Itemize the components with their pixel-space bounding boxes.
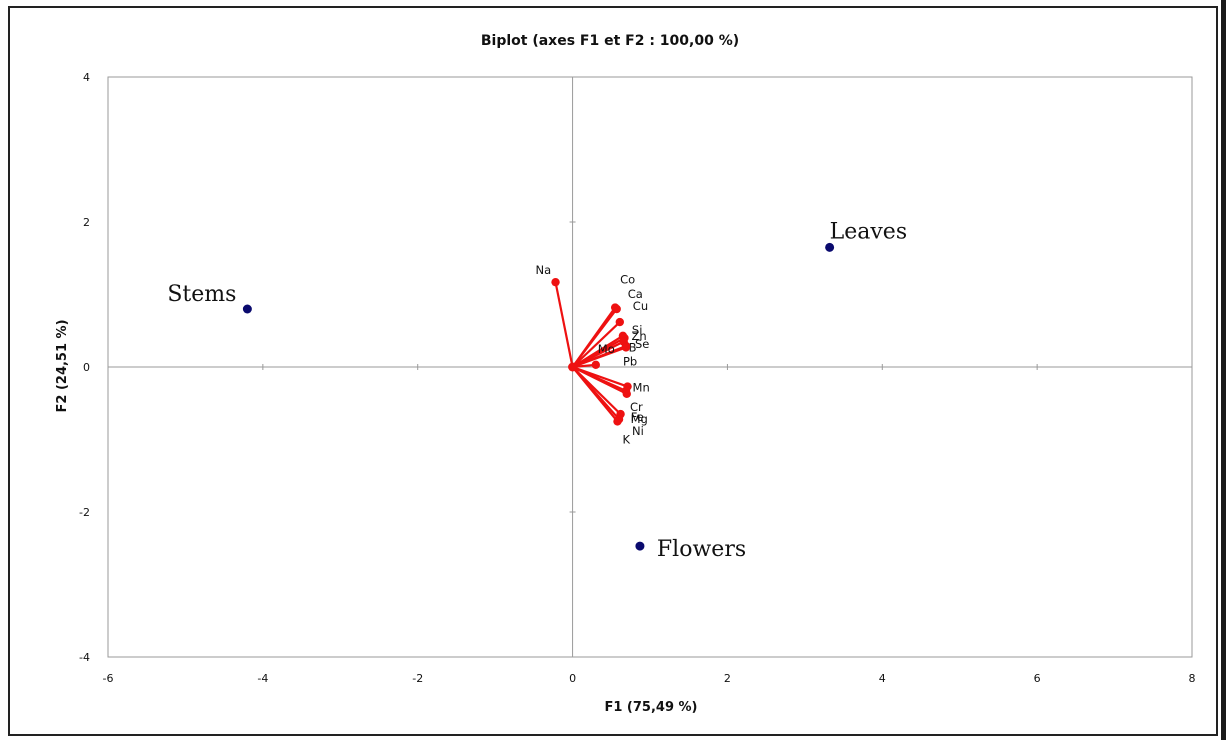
variable-label: Pb [623,354,637,368]
variable-vector [571,308,618,368]
variable-vector [571,321,621,368]
variable-label: B [629,341,637,355]
variable-point [551,277,560,287]
right-edge-bar [1221,0,1226,740]
variable-vector [554,281,574,368]
observation-label: Stems [167,282,236,307]
y-tick-label: -4 [79,651,90,664]
variable-label: Ca [628,287,643,301]
x-tick-label: 0 [569,672,576,685]
y-tick-label: -2 [79,506,90,519]
variable-vector [572,346,627,369]
x-axis-label: F1 (75,49 %) [604,700,697,715]
x-tick-label: 8 [1189,672,1196,685]
x-tick-label: -4 [257,672,268,685]
origin-point [568,362,578,372]
x-tick-label: -6 [103,672,114,685]
variable-vector [571,366,619,423]
y-axis-label: F2 (24,51 %) [55,319,70,412]
x-tick-label: 4 [879,672,886,685]
variable-vector [572,366,628,395]
variable-label: Mg [631,412,648,426]
x-tick-label: 6 [1034,672,1041,685]
variable-point [621,343,631,352]
variable-label: Na [536,263,552,277]
variable-label: Cu [633,299,648,313]
variable-point [615,317,625,327]
variable-label: Co [620,273,635,287]
y-tick-label: 0 [83,361,90,374]
variable-point [622,389,631,399]
variable-point [613,417,622,426]
variable-point [591,360,600,370]
chart-title: Biplot (axes F1 et F2 : 100,00 %) [481,33,739,49]
variable-label: Mn [633,381,650,395]
variable-label: Cr [630,400,643,414]
variable-label: Se [635,337,649,351]
observation-label: Flowers [657,537,746,562]
variable-label: Mo [598,342,615,356]
y-tick-label: 4 [83,71,90,84]
x-tick-label: -2 [412,672,423,685]
observation-label: Leaves [830,219,907,244]
chart-frame [8,6,1218,736]
observation-point [825,242,835,252]
observation-point [242,304,252,314]
y-tick-label: 2 [83,216,90,229]
x-tick-label: 2 [724,672,731,685]
variable-label: Si [632,323,643,337]
variable-label: Fe [631,410,644,424]
variable-label: Zn [631,329,646,343]
observation-point [635,541,645,551]
variable-label: Ni [632,424,644,438]
variable-label: K [622,432,630,446]
variable-point [612,304,621,314]
